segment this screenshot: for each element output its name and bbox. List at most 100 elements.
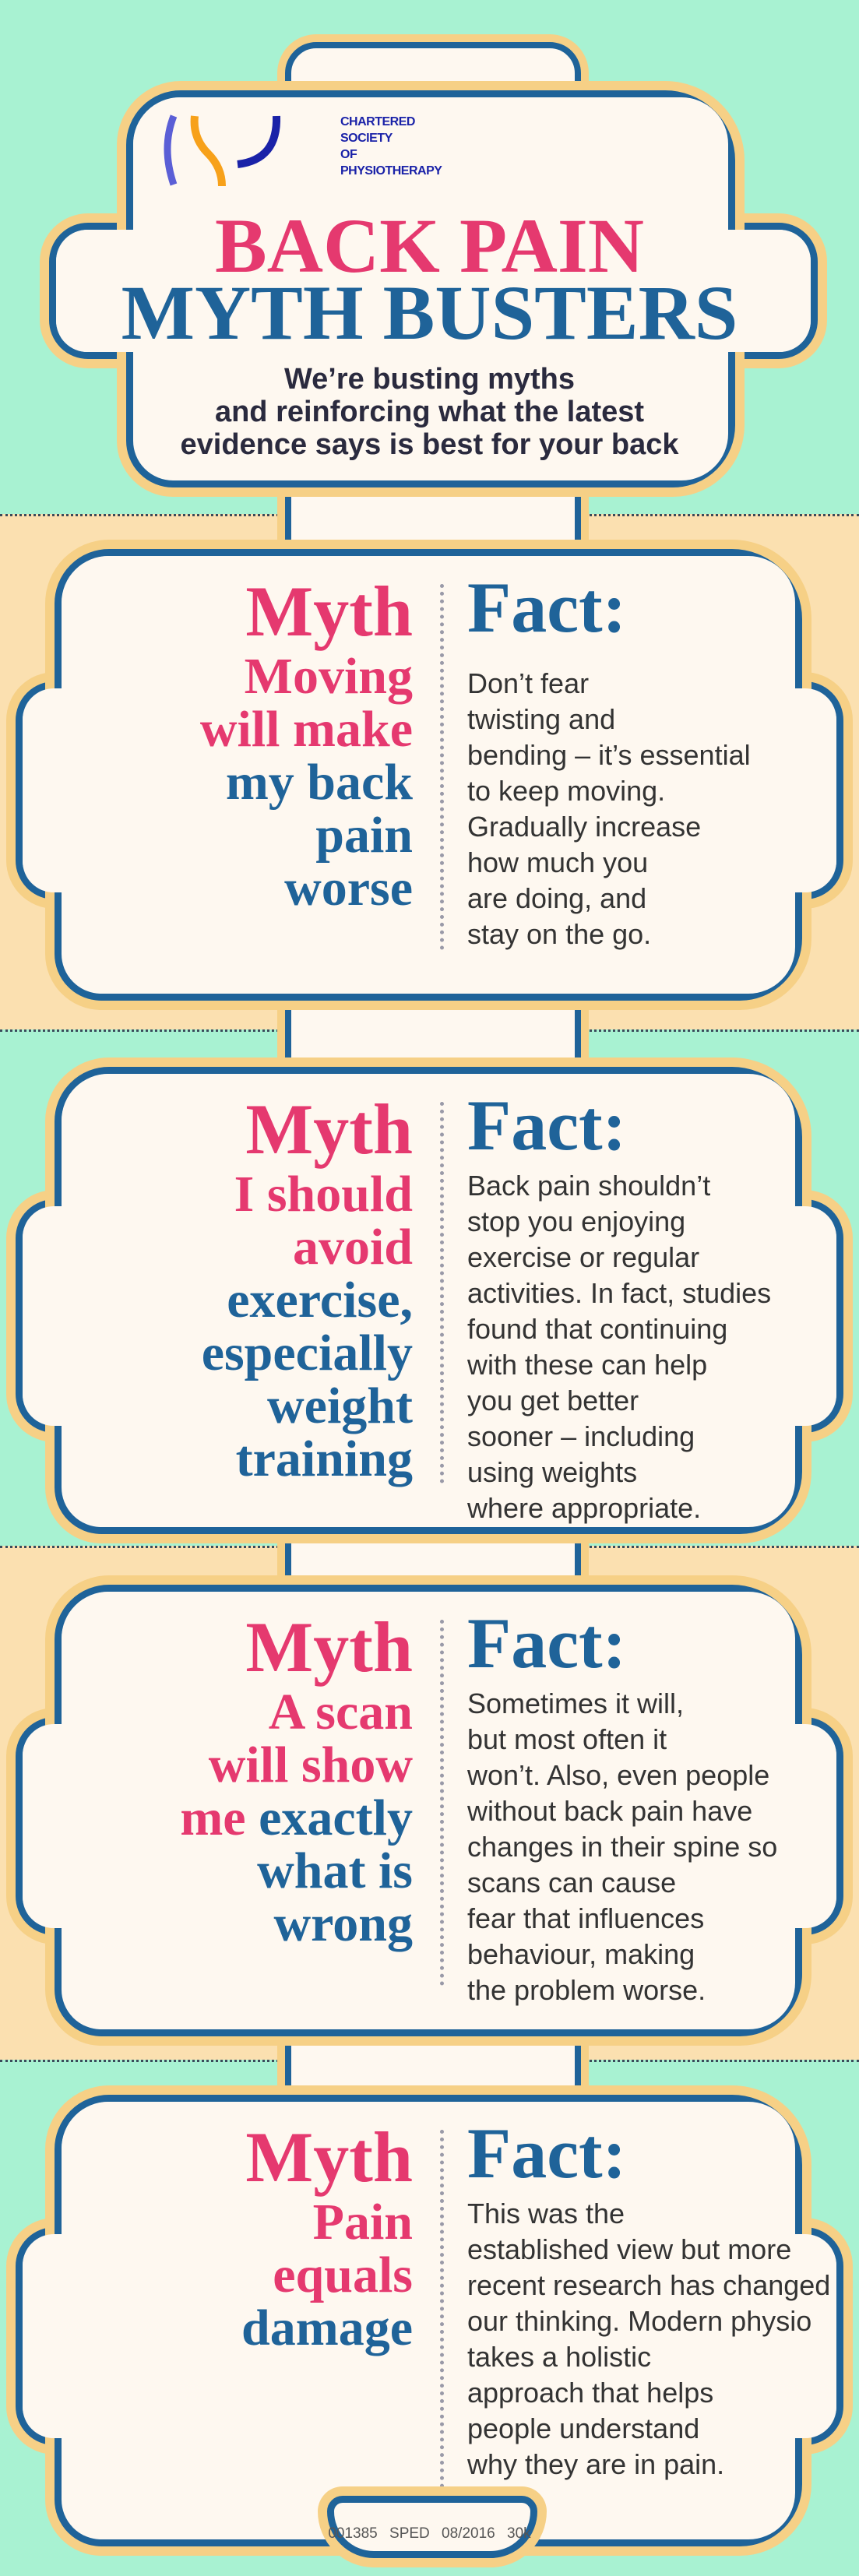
fact-line: scans can cause — [467, 1867, 677, 1899]
myth-text: Moving — [244, 648, 413, 705]
myth-line: wrong — [180, 1898, 413, 1951]
fact-line: exercise or regular — [467, 1241, 700, 1273]
myth-line: damage — [241, 2302, 413, 2355]
myth-text: weight — [267, 1378, 413, 1434]
myth-line: I should — [202, 1168, 413, 1221]
myth-line: exercise, — [202, 1274, 413, 1327]
myth-line: training — [202, 1433, 413, 1486]
fact-line: you get better — [467, 1385, 639, 1416]
fact-line: established view but more — [467, 2233, 792, 2265]
fact-column: Fact: Back pain shouldn’t stop you enjoyin… — [467, 1086, 771, 1526]
fact-column: Fact: Don’t fear twisting and bending – it’… — [467, 568, 751, 952]
fact-line: why they are in pain. — [467, 2448, 725, 2480]
fact-line: This was the — [467, 2198, 625, 2229]
myth-text: exercise, — [227, 1272, 413, 1328]
fact-line: without back pain have — [467, 1795, 753, 1827]
myth-line: me exactly — [180, 1792, 413, 1845]
fact-line: bending – it’s essential — [467, 739, 751, 771]
myth-column: Myth I should avoid exercise, especially weig… — [202, 1090, 413, 1486]
myth-text: what is — [257, 1842, 413, 1899]
myth-column: Myth Pain equals damage — [241, 2118, 413, 2355]
fact-line: how much you — [467, 846, 649, 878]
myth-line: will show — [180, 1739, 413, 1792]
myth-line: Moving — [200, 650, 413, 703]
footer-code: 001385 SPED 08/2016 30k — [328, 2525, 531, 2542]
myth-line: will make — [200, 703, 413, 756]
fact-line: are doing, and — [467, 882, 647, 914]
myth-line: Pain — [241, 2196, 413, 2249]
fact-line: the problem worse. — [467, 1974, 706, 2006]
myth-text: especially — [201, 1325, 413, 1381]
myth-column: Myth Moving will make my back pain worse — [200, 572, 413, 915]
myth-text: me — [180, 1789, 259, 1846]
fact-line: where appropriate. — [467, 1492, 702, 1524]
fact-line: fear that influences — [467, 1902, 705, 1934]
fact-line: won’t. Also, even people — [467, 1759, 770, 1791]
logo-text: CHARTERED SOCIETY OF PHYSIOTHERAPY — [340, 115, 442, 178]
myth-text: wrong — [273, 1895, 413, 1952]
fact-line: Gradually increase — [467, 811, 702, 843]
myth-text: will show — [208, 1737, 413, 1793]
column-divider — [440, 1102, 444, 1483]
fact-column: Fact: This was the established view but mo… — [467, 2114, 830, 2483]
fact-line: recent research has changed — [467, 2269, 831, 2301]
myth-line: my back — [200, 756, 413, 809]
fact-line: using weights — [467, 1456, 638, 1488]
myth-text: avoid — [292, 1219, 413, 1276]
myth-label: Myth — [245, 2117, 413, 2197]
myth-line: avoid — [202, 1221, 413, 1274]
fact-line: with these can help — [467, 1349, 708, 1381]
myth-text: will make — [199, 701, 413, 758]
fact-line: to keep moving. — [467, 775, 666, 807]
myth-text: equals — [273, 2247, 413, 2303]
fact-line: takes a holistic — [467, 2341, 652, 2373]
myth-line: A scan — [180, 1686, 413, 1739]
fact-line: behaviour, making — [467, 1938, 695, 1970]
myth-line: pain — [200, 809, 413, 862]
fact-line: twisting and — [467, 703, 616, 735]
footer-tab — [327, 2496, 537, 2558]
myth-label: Myth — [245, 572, 413, 651]
csp-logo-icon — [164, 114, 281, 187]
myth-text: I should — [234, 1166, 413, 1223]
myth-text: training — [235, 1431, 413, 1487]
fact-line: but most often it — [467, 1723, 667, 1755]
fact-line: Don’t fear — [467, 667, 590, 699]
myth-label: Myth — [245, 1607, 413, 1687]
fact-line: sooner – including — [467, 1420, 695, 1452]
title-myth-busters: MYTH BUSTERS — [121, 269, 738, 356]
myth-line: especially — [202, 1327, 413, 1380]
fact-label: Fact: — [467, 568, 627, 647]
subtitle: We’re busting myths and reinforcing what… — [180, 363, 679, 461]
myth-column: Myth A scan will show me exactly what is wron… — [180, 1608, 413, 1951]
fact-label: Fact: — [467, 1603, 627, 1683]
myth-line: weight — [202, 1380, 413, 1433]
column-divider — [440, 584, 444, 950]
fact-line: changes in their spine so — [467, 1831, 778, 1863]
column-divider — [440, 2130, 444, 2496]
fact-line: our thinking. Modern physio — [467, 2305, 812, 2337]
column-divider — [440, 1620, 444, 1986]
myth-text: my back — [225, 754, 413, 811]
fact-line: activities. In fact, studies — [467, 1277, 772, 1309]
myth-text: A scan — [268, 1684, 413, 1740]
myth-text: worse — [284, 860, 413, 917]
myth-text: damage — [241, 2300, 413, 2356]
fact-column: Fact: Sometimes it will, but most often it… — [467, 1604, 777, 2008]
fact-line: stop you enjoying — [467, 1205, 686, 1237]
myth-line: worse — [200, 862, 413, 915]
fact-line: people understand — [467, 2412, 700, 2444]
fact-line: stay on the go. — [467, 918, 652, 950]
myth-text: pain — [315, 807, 413, 864]
myth-text: Pain — [312, 2194, 413, 2250]
fact-line: found that continuing — [467, 1313, 728, 1345]
title-back-pain: BACK PAIN — [215, 202, 644, 289]
fact-line: Back pain shouldn’t — [467, 1170, 711, 1202]
myth-line: what is — [180, 1845, 413, 1898]
fact-line: approach that helps — [467, 2377, 714, 2409]
myth-line: equals — [241, 2249, 413, 2302]
fact-label: Fact: — [467, 2113, 627, 2193]
fact-label: Fact: — [467, 1086, 627, 1165]
myth-label: Myth — [245, 1089, 413, 1169]
fact-line: Sometimes it will, — [467, 1687, 685, 1719]
